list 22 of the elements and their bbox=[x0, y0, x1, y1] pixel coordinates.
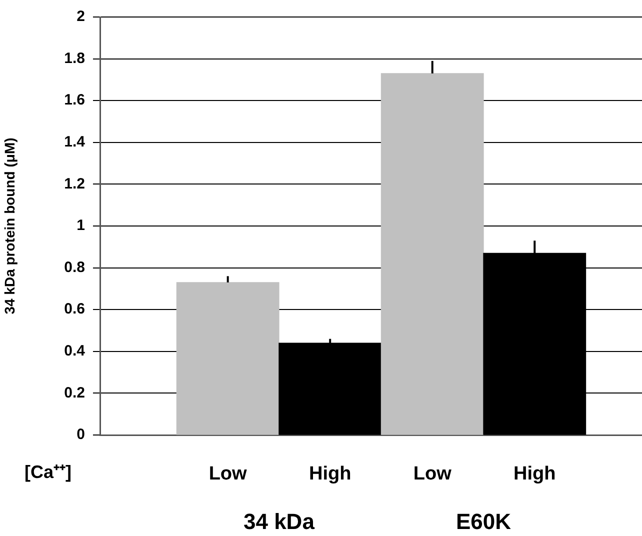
bar bbox=[380, 73, 484, 435]
y-tick-label: 1.8 bbox=[64, 50, 85, 67]
y-tick-label: 0.6 bbox=[64, 300, 85, 318]
y-tick-label: 0.2 bbox=[64, 384, 85, 402]
y-tick-label: 2 bbox=[76, 8, 85, 26]
y-tick-label: 1.6 bbox=[64, 92, 85, 109]
bar bbox=[278, 342, 382, 435]
x-tick-label: High bbox=[308, 464, 352, 485]
x-tick-label: High bbox=[514, 464, 556, 485]
bar bbox=[176, 282, 280, 435]
y-tick-label: 1 bbox=[76, 217, 85, 234]
y-tick-label: 0.4 bbox=[64, 342, 86, 360]
x-tick-label: Low bbox=[208, 464, 248, 485]
text: 34 kDa bbox=[243, 509, 316, 534]
x-tick-label: Low bbox=[413, 464, 452, 485]
y-tick-label: 0.8 bbox=[64, 258, 85, 276]
y-tick-label: 1.2 bbox=[64, 175, 85, 192]
y-axis-title: 34 kDa protein bound (μM) bbox=[1, 138, 18, 314]
text: [Ca⁺⁺] bbox=[24, 462, 72, 482]
text: E60K bbox=[456, 509, 512, 534]
y-tick-label: 0 bbox=[76, 426, 85, 444]
y-tick-label: 1.4 bbox=[64, 134, 86, 151]
